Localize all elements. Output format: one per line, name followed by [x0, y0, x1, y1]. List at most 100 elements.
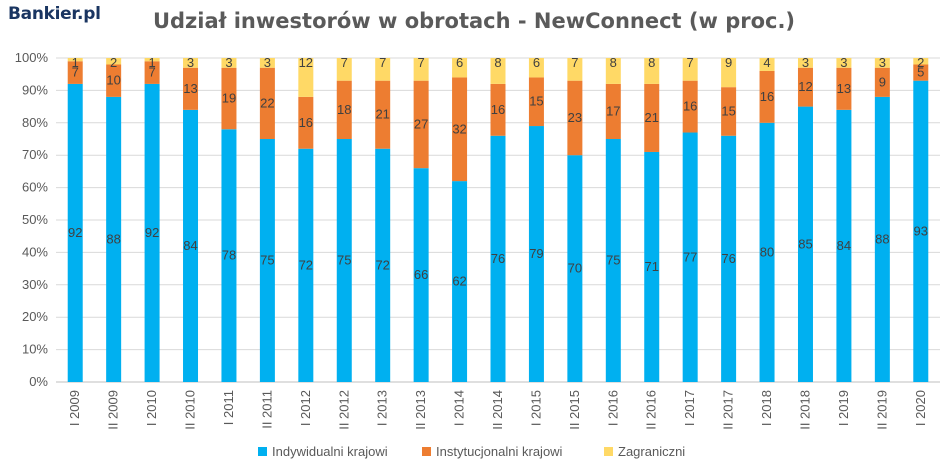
bar-segment	[67, 61, 83, 84]
bar-segment	[452, 181, 468, 382]
data-label: 7	[341, 55, 348, 70]
y-tick-label: 60%	[22, 180, 48, 195]
data-label: 7	[418, 55, 425, 70]
bar-segment	[490, 135, 506, 382]
data-label: 4	[763, 55, 770, 70]
x-tick-label: I 2015	[528, 390, 543, 426]
x-tick-label: I 2018	[759, 390, 774, 426]
bar-segment	[336, 58, 352, 81]
bar-segment	[413, 168, 429, 382]
data-label: 7	[571, 55, 578, 70]
x-tick-label: I 2009	[67, 390, 82, 426]
data-label: 22	[260, 95, 274, 110]
chart-title: Udział inwestorów w obrotach - NewConnec…	[152, 9, 796, 33]
legend-swatch	[604, 447, 613, 456]
data-label: 19	[222, 91, 236, 106]
x-tick-label: II 2013	[413, 390, 428, 430]
x-tick-label: II 2018	[797, 390, 812, 430]
bar-segment	[490, 83, 506, 136]
legend: Indywidualni krajowi Instytucjonalni kraj…	[258, 444, 685, 459]
x-axis: I 2009 II 2009 I 2010 II 2010 I 2011 II 2011 I…	[67, 390, 928, 430]
x-tick-label: I 2010	[144, 390, 159, 426]
bar-segment	[375, 148, 391, 382]
x-tick-label: II 2016	[644, 390, 659, 430]
data-label: 2	[110, 55, 117, 70]
bar-segment	[259, 139, 275, 382]
bar-segment	[682, 80, 698, 133]
y-tick-label: 70%	[22, 147, 48, 162]
data-label: 21	[645, 110, 659, 125]
x-tick-label: II 2012	[336, 390, 351, 430]
x-tick-label: I 2017	[682, 390, 697, 426]
data-label: 12	[798, 79, 812, 94]
bar-segment	[644, 151, 660, 382]
data-label: 88	[106, 231, 120, 246]
bar-segment	[298, 148, 314, 382]
bar-segment	[375, 80, 391, 149]
data-label: 15	[529, 94, 543, 109]
data-label: 92	[145, 225, 159, 240]
bar-segment	[913, 64, 929, 81]
y-tick-label: 100%	[15, 50, 49, 65]
data-label: 75	[260, 253, 274, 268]
bar-segment	[67, 58, 83, 62]
data-label: 10	[106, 73, 120, 88]
bar-segment	[836, 67, 852, 110]
data-label: 76	[491, 251, 505, 266]
y-tick-label: 90%	[22, 82, 48, 97]
bar-segment	[721, 58, 737, 88]
bar-segment	[721, 135, 737, 382]
data-label: 92	[68, 225, 82, 240]
data-label: 13	[183, 81, 197, 96]
legend-label: Indywidualni krajowi	[272, 444, 388, 459]
data-label: 79	[529, 246, 543, 261]
bar-segment	[259, 58, 275, 68]
bar-segment	[567, 155, 583, 382]
bar-segment	[336, 80, 352, 139]
legend-label: Instytucjonalni krajowi	[436, 444, 563, 459]
data-label: 3	[187, 55, 194, 70]
data-label: 23	[568, 110, 582, 125]
data-label: 8	[648, 55, 655, 70]
data-label: 16	[760, 89, 774, 104]
bar-segment	[605, 139, 621, 382]
bar-segment	[759, 58, 775, 71]
data-label: 77	[683, 249, 697, 264]
data-label: 3	[802, 55, 809, 70]
y-tick-label: 50%	[22, 212, 48, 227]
data-label: 71	[645, 259, 659, 274]
bar-segment	[298, 96, 314, 149]
data-label: 70	[568, 261, 582, 276]
bar-segment	[259, 67, 275, 139]
bar-segment	[106, 64, 122, 97]
bar-segment	[413, 80, 429, 169]
bar-segment	[874, 58, 890, 68]
bar-segment	[528, 58, 544, 78]
x-tick-label: II 2019	[874, 390, 889, 430]
y-tick-label: 80%	[22, 115, 48, 130]
data-label: 9	[879, 74, 886, 89]
bar-segment	[874, 67, 890, 97]
bar-segment	[452, 77, 468, 182]
x-tick-label: I 2016	[605, 390, 620, 426]
data-label: 93	[914, 223, 928, 238]
legend-swatch	[258, 447, 267, 456]
bankier-logo: Bankier.pl	[8, 4, 101, 24]
bar-segment	[644, 58, 660, 84]
data-label: 12	[299, 55, 313, 70]
y-tick-label: 10%	[22, 342, 48, 357]
bar-segment	[682, 132, 698, 382]
legend-label: Zagraniczni	[618, 444, 685, 459]
data-label: 16	[299, 115, 313, 130]
y-tick-label: 40%	[22, 244, 48, 259]
data-label: 17	[606, 103, 620, 118]
bar-segment	[644, 83, 660, 152]
data-label: 9	[725, 55, 732, 70]
x-tick-label: I 2013	[375, 390, 390, 426]
data-label: 85	[798, 236, 812, 251]
bar-segment	[874, 96, 890, 382]
bar-segment	[221, 58, 237, 68]
data-label: 76	[721, 251, 735, 266]
bars: 9271881029271841337819375223721612751877…	[67, 55, 929, 383]
